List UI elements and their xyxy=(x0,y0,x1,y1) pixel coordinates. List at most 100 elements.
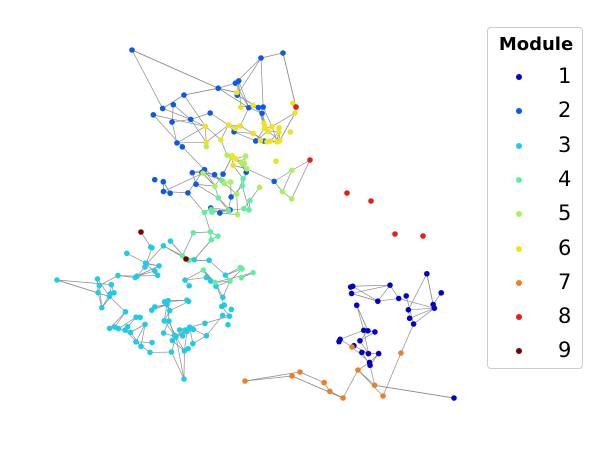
graph-node-module-3 xyxy=(190,340,196,347)
graph-edge xyxy=(195,183,219,199)
graph-edge xyxy=(232,165,244,179)
graph-node-module-3 xyxy=(161,298,168,305)
graph-node-module-3 xyxy=(186,283,192,289)
graph-edge xyxy=(176,126,206,144)
legend-item-4: 4 xyxy=(488,165,584,195)
graph-node-module-3 xyxy=(182,327,188,333)
graph-node-module-2 xyxy=(220,171,226,177)
graph-edge xyxy=(187,192,205,213)
graph-node-module-1 xyxy=(375,298,381,305)
graph-edge xyxy=(356,305,365,331)
graph-node-module-1 xyxy=(372,329,378,335)
graph-node-module-5 xyxy=(242,153,249,159)
graph-node-module-9 xyxy=(138,229,144,235)
graph-node-module-3 xyxy=(156,263,162,269)
graph-node-module-4 xyxy=(212,279,218,286)
graph-node-module-3 xyxy=(132,274,138,281)
graph-node-module-3 xyxy=(176,327,183,333)
graph-node-module-3 xyxy=(148,307,155,314)
graph-node-module-4 xyxy=(246,207,252,213)
graph-node-module-7 xyxy=(289,373,295,379)
graph-edge xyxy=(356,305,369,331)
legend-label: 2 xyxy=(558,98,572,123)
graph-node-module-3 xyxy=(179,333,186,339)
graph-edge xyxy=(220,124,229,141)
graph-edge xyxy=(357,369,384,397)
legend-label: 1 xyxy=(558,64,572,88)
graph-node-module-2 xyxy=(259,110,265,117)
graph-node-module-2 xyxy=(215,85,222,92)
graph-node-module-3 xyxy=(190,326,197,333)
graph-edge xyxy=(98,285,103,308)
graph-node-module-7 xyxy=(321,379,327,386)
graph-node-module-5 xyxy=(238,159,244,166)
graph-node-module-6 xyxy=(233,155,239,162)
graph-node-module-4 xyxy=(247,197,253,204)
graph-node-module-3 xyxy=(111,289,117,296)
graph-edge xyxy=(260,52,284,59)
graph-edge xyxy=(299,371,325,383)
graph-edge xyxy=(195,183,215,187)
graph-node-module-6 xyxy=(225,122,232,128)
graph-node-module-6 xyxy=(237,104,244,110)
graph-node-module-3 xyxy=(203,274,210,281)
graph-node-module-1 xyxy=(375,350,382,357)
graph-node-module-3 xyxy=(111,324,118,330)
graph-node-module-4 xyxy=(215,233,221,239)
graph-node-module-3 xyxy=(98,304,105,311)
graph-node-module-7 xyxy=(355,367,361,373)
graph-node-module-5 xyxy=(227,179,234,185)
legend-label: 4 xyxy=(558,166,572,191)
graph-edge xyxy=(262,106,273,127)
legend-label: 9 xyxy=(558,338,572,363)
graph-node-module-4 xyxy=(227,278,233,284)
graph-edge xyxy=(351,284,391,294)
graph-edge xyxy=(222,280,231,298)
graph-edge xyxy=(173,104,191,120)
graph-node-module-2 xyxy=(258,55,264,61)
graph-node-module-3 xyxy=(207,278,214,284)
graph-node-module-7 xyxy=(371,382,378,389)
graph-edge xyxy=(183,87,219,96)
graph-node-module-5 xyxy=(233,191,240,197)
graph-edge xyxy=(131,49,163,109)
graph-node-module-6 xyxy=(261,120,267,127)
graph-nodes xyxy=(54,47,457,401)
graph-edge xyxy=(184,277,207,281)
graph-node-module-8 xyxy=(344,190,350,196)
graph-node-module-6 xyxy=(232,125,239,132)
graph-node-module-3 xyxy=(133,314,139,320)
graph-edge xyxy=(182,146,205,170)
graph-edge xyxy=(339,330,364,340)
graph-node-module-2 xyxy=(211,171,218,178)
graph-node-module-2 xyxy=(179,144,186,150)
graph-node-module-2 xyxy=(280,50,286,56)
legend-item-6: 6 xyxy=(488,234,584,264)
graph-edge xyxy=(184,331,188,351)
graph-node-module-3 xyxy=(106,293,113,300)
graph-node-module-6 xyxy=(217,137,224,143)
graph-edge xyxy=(235,83,250,108)
graph-edge xyxy=(351,293,378,302)
graph-node-module-3 xyxy=(115,272,121,279)
graph-edge xyxy=(352,284,391,287)
graph-node-module-1 xyxy=(410,321,417,327)
graph-node-module-1 xyxy=(337,336,343,343)
graph-node-module-2 xyxy=(271,178,277,185)
graph-node-module-3 xyxy=(181,376,187,382)
graph-node-module-2 xyxy=(170,101,177,108)
graph-node-module-3 xyxy=(225,321,231,328)
graph-edge xyxy=(282,170,293,192)
graph-node-module-7 xyxy=(340,395,346,401)
graph-node-module-3 xyxy=(169,337,176,344)
graph-node-module-2 xyxy=(181,92,187,98)
graph-node-module-4 xyxy=(207,229,214,235)
graph-node-module-3 xyxy=(206,257,212,264)
graph-edge xyxy=(135,324,146,343)
graph-edge xyxy=(175,336,185,380)
graph-node-module-1 xyxy=(451,395,457,401)
graph-node-module-2 xyxy=(167,190,173,197)
graph-node-module-6 xyxy=(292,110,298,116)
graph-node-module-5 xyxy=(244,166,250,172)
graph-node-module-8 xyxy=(293,104,299,110)
